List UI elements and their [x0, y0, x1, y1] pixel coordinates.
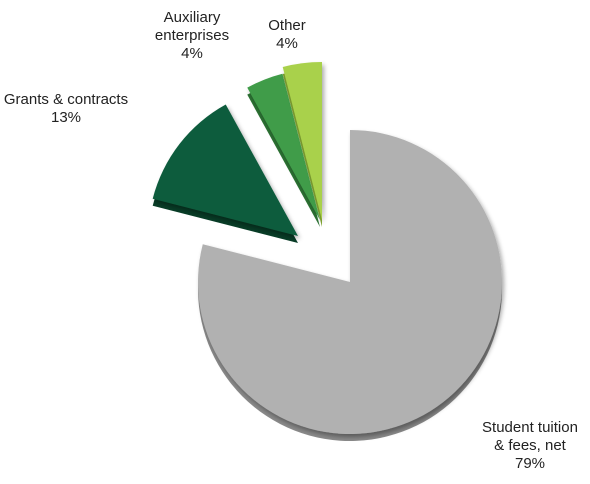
slice-value-label: 4% — [276, 35, 298, 52]
slice-name-label: & fees, net — [494, 437, 567, 454]
slice-value-label: 4% — [181, 45, 203, 62]
slice-label: Grants & contracts 13% — [4, 91, 128, 126]
slice-name-label: Student tuition — [482, 419, 578, 436]
slice-label: Student tuition & fees, net 79% — [482, 419, 578, 472]
pie-slice — [282, 62, 322, 220]
pie-slices — [152, 62, 503, 441]
slice-label: Other 4% — [268, 17, 306, 52]
slice-label: Auxiliary enterprises 4% — [155, 9, 229, 62]
slice-name-label: Auxiliary — [164, 9, 221, 26]
slice-name-label: Grants & contracts — [4, 91, 128, 108]
slice-name-label: Other — [268, 17, 306, 34]
pie-slice — [198, 130, 503, 434]
slice-value-label: 79% — [515, 455, 545, 472]
pie-labels: Student tuition & fees, net 79% Grants & co… — [4, 9, 578, 472]
slice-value-label: 13% — [51, 109, 81, 126]
pie-slice — [152, 104, 298, 236]
slice-name-label: enterprises — [155, 27, 229, 44]
pie-slice — [247, 73, 320, 221]
